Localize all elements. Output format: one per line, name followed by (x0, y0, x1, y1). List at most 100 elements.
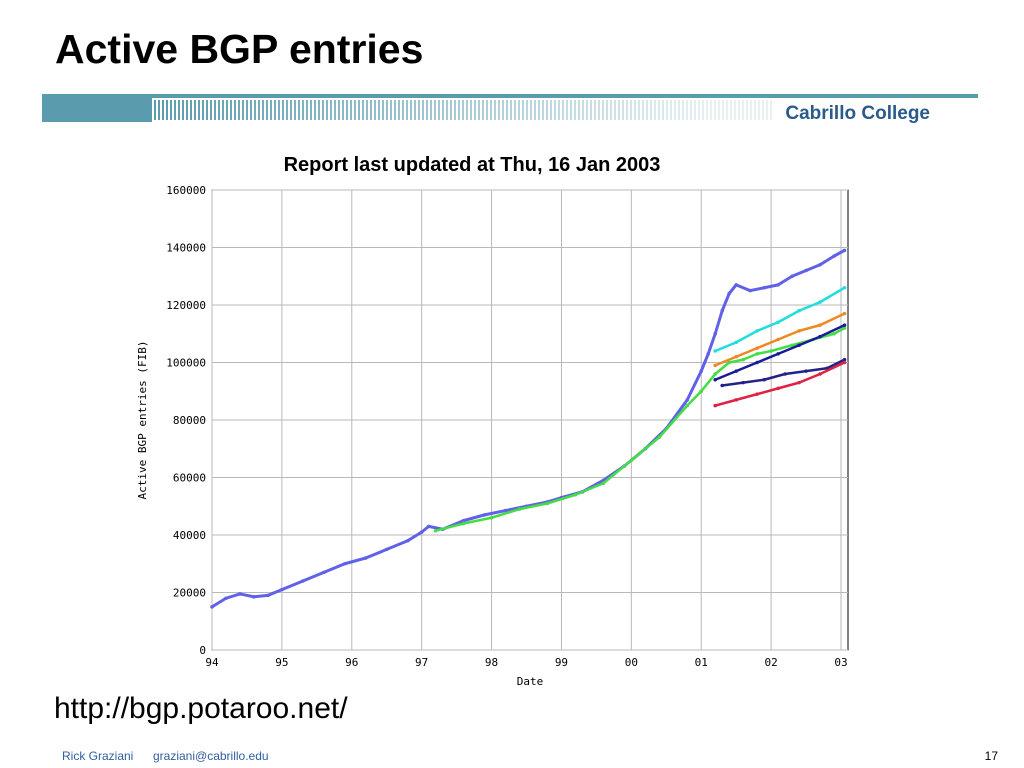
header-band-stripe (614, 100, 616, 120)
data-point (727, 291, 731, 296)
data-point (713, 363, 718, 368)
header-band-stripe (666, 100, 668, 120)
data-point (755, 392, 759, 396)
header-band-stripe (274, 100, 276, 120)
chart-title: Report last updated at Thu, 16 Jan 2003 (283, 154, 661, 176)
header-band-stripe (686, 100, 688, 120)
data-point (419, 530, 424, 534)
header-band-stripe (226, 100, 228, 120)
header-band-stripe (654, 100, 656, 120)
header-band-stripe (366, 100, 368, 120)
data-point (280, 587, 284, 592)
data-point (734, 283, 738, 287)
header-band-stripe (678, 100, 680, 120)
header-band-stripe (202, 100, 204, 120)
header-band-stripe (646, 100, 648, 120)
header-band-stripe (210, 100, 212, 120)
header-band-stripe (462, 100, 464, 120)
data-point (210, 605, 214, 609)
data-point (755, 329, 759, 333)
header-band-stripe (350, 100, 352, 120)
header-band-stripe (474, 100, 476, 120)
header-band-stripe (566, 100, 568, 120)
source-link[interactable]: http://bgp.potaroo.net/ (54, 692, 348, 725)
data-point (706, 352, 711, 356)
grid (211, 189, 848, 651)
header-band-stripe (518, 100, 520, 120)
header-band-stripe (630, 100, 632, 120)
header-band-stripe (562, 100, 564, 120)
data-point (629, 458, 634, 463)
header-band-stripe (442, 100, 444, 120)
header-band-stripe (374, 100, 376, 120)
data-point (685, 403, 690, 408)
header-band-stripe (178, 100, 180, 120)
header-band-stripe (502, 100, 504, 120)
header-band-stripe (690, 100, 692, 120)
header-band-stripe (158, 100, 160, 120)
data-point (573, 492, 578, 497)
header-band-stripe (542, 100, 544, 120)
data-point (238, 592, 242, 596)
header-band-stripe (586, 100, 588, 120)
data-point (776, 320, 780, 325)
data-point (657, 435, 662, 440)
data-point (517, 507, 522, 511)
data-point (461, 521, 466, 526)
header-band-stripe (762, 100, 764, 120)
header-band-stripe (750, 100, 752, 120)
header-band-stripe (198, 100, 200, 120)
header-band-stripe (538, 100, 540, 120)
data-point (804, 268, 808, 273)
header-band-stripe (766, 100, 768, 120)
x-tick-label: 95 (275, 656, 288, 669)
data-point (797, 308, 801, 313)
header-band-stripe (282, 100, 284, 120)
header-band-stripe (338, 100, 340, 120)
chart: 0 20000 40000 60000 80000 100000 120000 140000 1… (136, 184, 849, 688)
header-band-stripe (414, 100, 416, 120)
header-band-stripe (370, 100, 372, 120)
header-band-stripe (670, 100, 672, 120)
data-point (776, 283, 780, 287)
header-band-stripe (726, 100, 728, 120)
header-band-stripe (242, 100, 244, 120)
footer-email[interactable]: graziani@cabrillo.edu (153, 749, 269, 763)
data-point (713, 331, 718, 336)
header-band-stripe (182, 100, 184, 120)
data-point (832, 331, 836, 336)
header-band-stripe (594, 100, 596, 120)
header-band-stripe (342, 100, 344, 120)
header-band-stripe (674, 100, 676, 120)
header-band-stripe (550, 100, 552, 120)
data-point (762, 377, 766, 382)
data-point (545, 501, 550, 506)
x-axis-label: Date (517, 675, 544, 688)
data-point (818, 300, 822, 304)
x-tick-label: 00 (625, 656, 638, 669)
header-band-stripe (170, 100, 172, 120)
x-tick-label: 96 (345, 656, 358, 669)
header-band-stripes (154, 100, 772, 120)
x-tick-label: 03 (834, 656, 847, 669)
header-band-stripe (394, 100, 396, 120)
data-point (734, 354, 738, 359)
data-point (720, 308, 724, 313)
header-band-bar (42, 94, 978, 98)
data-point (301, 579, 305, 583)
data-point (384, 547, 389, 552)
header-band-stripe (598, 100, 600, 120)
header-band-stripe (326, 100, 328, 120)
header-band-stripe (746, 100, 748, 120)
header-band-stripe (534, 100, 536, 120)
header-band-stripe (402, 100, 404, 120)
data-point (842, 326, 847, 330)
header-band-stripe (410, 100, 412, 120)
slide-number: 17 (984, 749, 998, 763)
data-point (713, 403, 718, 408)
header-band-stripe (570, 100, 572, 120)
header-band-stripe (738, 100, 740, 120)
data-point (713, 377, 718, 382)
header-band-stripe (638, 100, 640, 120)
header-band-stripe (734, 100, 736, 120)
